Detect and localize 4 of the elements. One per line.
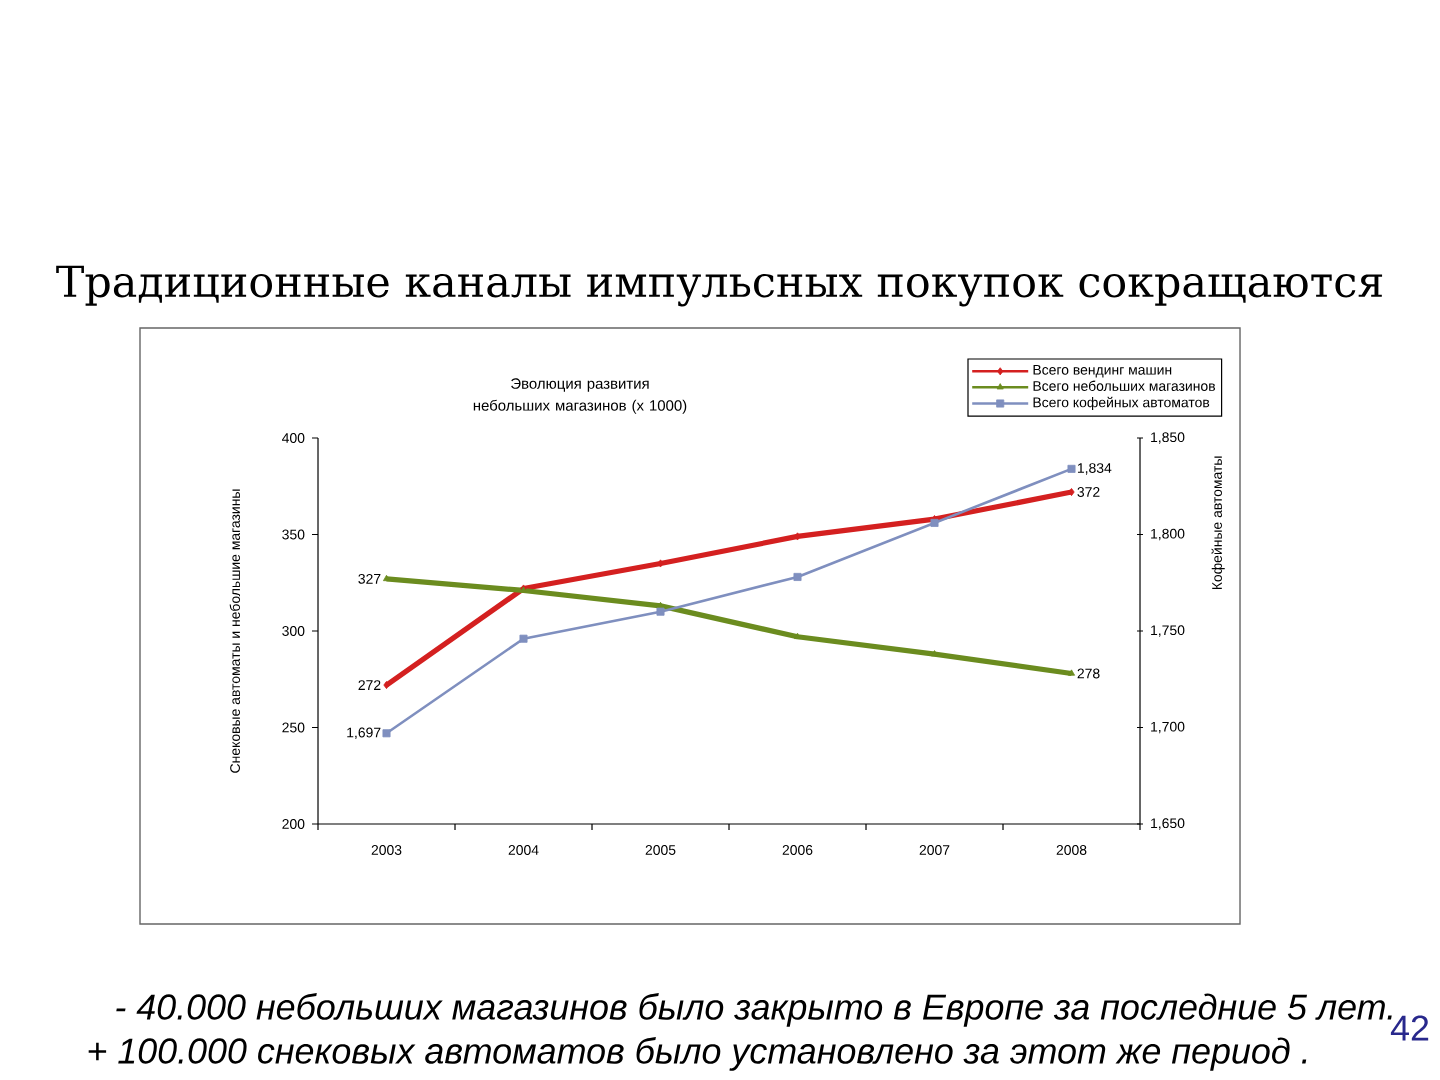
chart-title: Традиционные каналы импульсных покупок сокращаются: [56, 265, 1383, 307]
text: 42: [1390, 1015, 1429, 1041]
text: + 100.000 снековых автоматов было установлено за этот же период .: [88, 1037, 1307, 1071]
text: - 40.000 небольших магазинов было закрыто в Европе за последние 5 лет.: [116, 993, 1392, 1027]
